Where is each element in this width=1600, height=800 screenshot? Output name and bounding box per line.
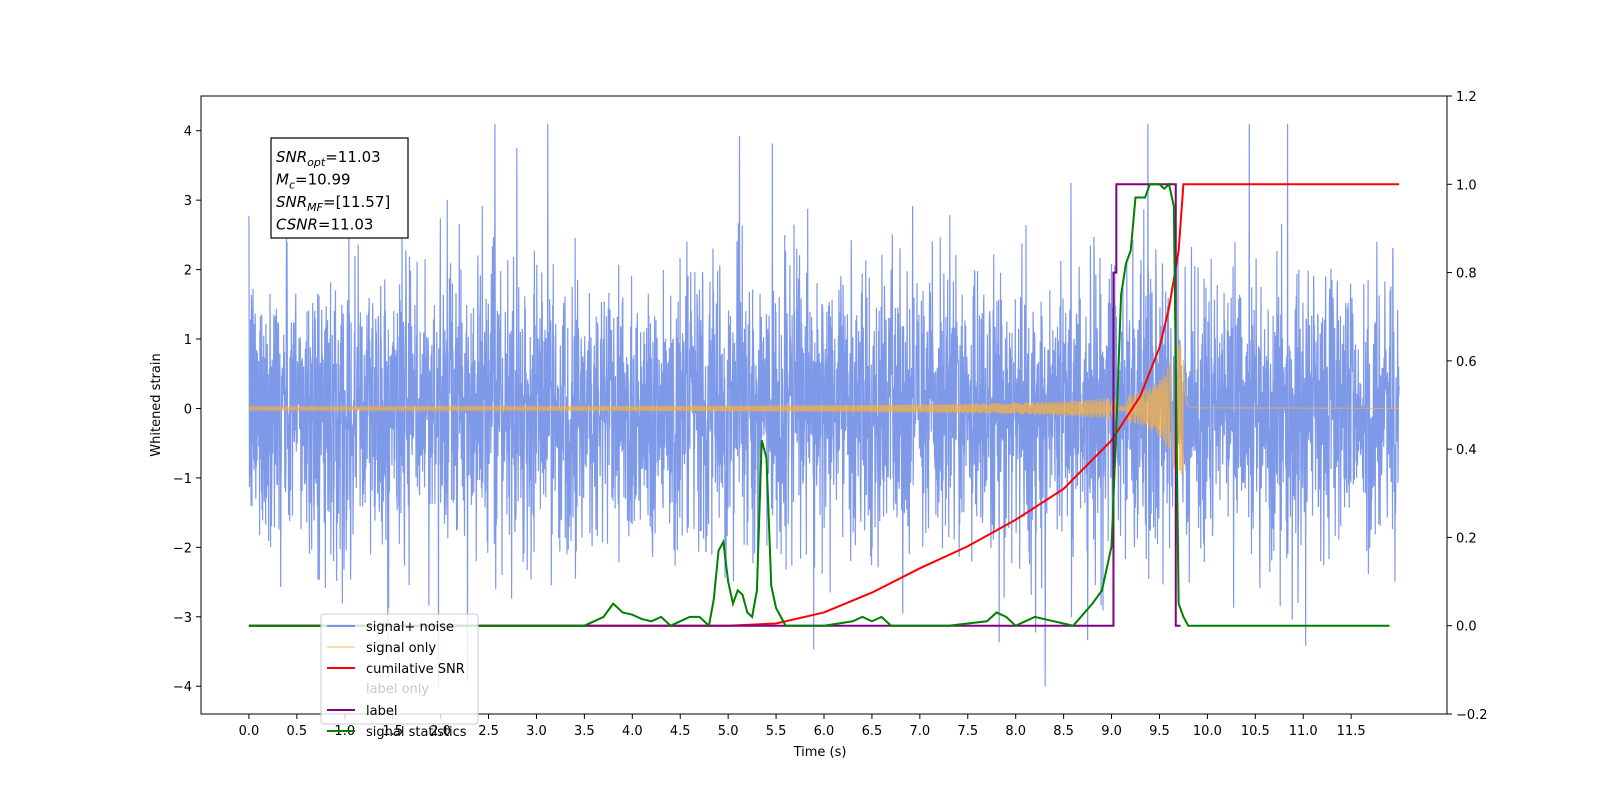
y-tick-label: −4 [173,680,192,695]
right-y-tick-label: 0.0 [1456,620,1477,635]
x-tick-label: 2.0 [430,724,451,739]
x-tick-label: 8.5 [1053,724,1074,739]
series-signal-only [248,343,1400,475]
y-axis-label: Whitened strain [149,353,164,456]
annotation-line: Mc=10.99 [276,171,351,192]
y-tick-label: 3 [184,194,192,209]
y-tick-label: 2 [184,264,192,279]
x-tick-label: 6.0 [814,724,835,739]
y-tick-label: −2 [173,541,192,556]
x-tick-label: 0.5 [287,724,308,739]
legend: signal+ noise signal only cumilative SNR la… [320,613,479,740]
right-y-tick-label: 0.6 [1456,355,1477,370]
right-y-tick-label: 0.8 [1456,267,1477,282]
annotation-line: SNRopt=11.03 [276,148,381,169]
x-tick-label: 9.0 [1101,724,1122,739]
annotation-line: CSNR=11.03 [276,216,373,234]
y-tick-label: −1 [173,472,192,487]
x-tick-label: 8.0 [1005,724,1026,739]
series-signal-noise [248,123,1400,687]
x-tick-label: 2.5 [478,724,499,739]
legend-label: signal statistics [366,725,467,740]
series-signal-statistics [248,182,1390,628]
annotation-line: SNRMF=[11.57] [276,193,390,214]
x-tick-label: 3.5 [574,724,595,739]
x-tick-label: 10.5 [1241,724,1270,739]
right-y-tick-label: 0.4 [1456,443,1477,458]
legend-label: signal only [366,641,436,656]
annotation-box [270,137,409,239]
x-tick-label: 7.0 [910,724,931,739]
legend-label: signal+ noise [366,620,454,635]
x-tick-label: 10.0 [1193,724,1222,739]
y-tick-label: 4 [184,125,192,140]
x-tick-label: 1.5 [382,724,403,739]
x-tick-label: 11.5 [1337,724,1366,739]
right-y-tick-label: 1.2 [1456,90,1477,105]
x-tick-label: 5.5 [766,724,787,739]
legend-frame [320,613,479,725]
legend-label: label [366,704,397,719]
y-tick-label: 1 [184,333,192,348]
legend-label: cumilative SNR [366,662,465,677]
series-cumilative-snr [248,183,1400,627]
x-tick-label: 6.5 [862,724,883,739]
x-tick-label: 4.0 [622,724,643,739]
plot-area [248,123,1400,687]
x-tick-label: 3.0 [526,724,547,739]
x-tick-label: 9.5 [1149,724,1170,739]
x-tick-label: 4.5 [670,724,691,739]
right-y-tick-label: 1.0 [1456,178,1477,193]
y-tick-label: 0 [184,402,192,417]
x-tick-label: 0.0 [239,724,260,739]
legend-label: label only [366,682,429,697]
x-tick-label: 11.0 [1289,724,1318,739]
right-y-tick-label: 0.2 [1456,531,1477,546]
x-axis-label: Time (s) [793,745,847,760]
series-label [248,183,1181,627]
y-tick-label: −3 [173,611,192,626]
x-tick-label: 7.5 [957,724,978,739]
axis-ticks: 0.0 0.5 1.0 1.5 2.0 2.5 3.0 3.5 4.0 4.5 5.0 5.5 6.0 6… [173,90,1488,739]
right-y-tick-label: −0.2 [1456,708,1488,723]
x-tick-label: 5.0 [718,724,739,739]
